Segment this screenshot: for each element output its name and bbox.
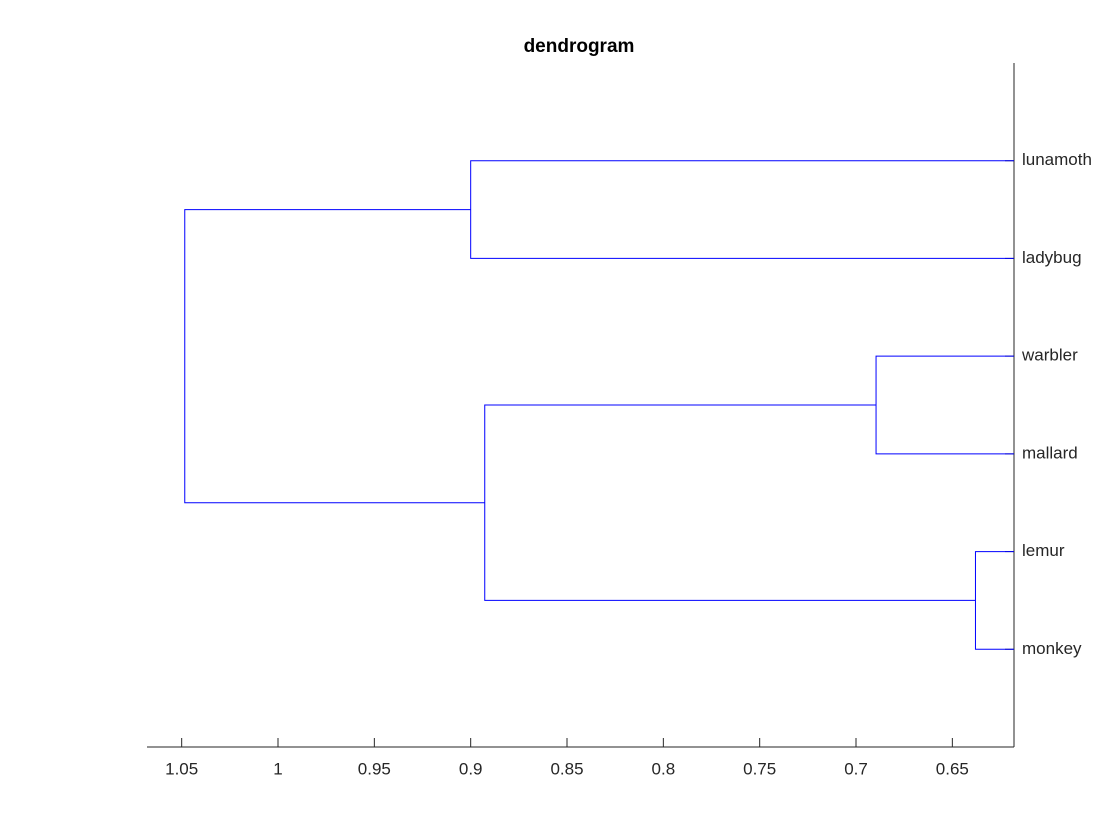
link	[184, 209, 485, 504]
link	[974, 551, 1014, 650]
leaf-label: monkey	[1022, 639, 1082, 658]
x-tick-label: 0.85	[550, 759, 583, 778]
x-tick-label: 0.7	[844, 759, 868, 778]
link	[875, 355, 1014, 455]
x-tick-label: 0.9	[459, 759, 483, 778]
link	[484, 404, 976, 601]
leaf-label: ladybug	[1022, 248, 1082, 267]
x-tick-label: 1	[273, 759, 282, 778]
x-tick-label: 0.65	[936, 759, 969, 778]
link	[470, 160, 1014, 259]
leaf-label: mallard	[1022, 443, 1078, 462]
chart-title: dendrogram	[524, 36, 635, 57]
leaf-label: lunamoth	[1022, 150, 1092, 169]
x-tick-label: 0.95	[358, 759, 391, 778]
x-tick-label: 1.05	[165, 759, 198, 778]
leaf-label: warbler	[1021, 346, 1078, 365]
leaf-label: lemur	[1022, 541, 1065, 560]
x-tick-label: 0.8	[652, 759, 676, 778]
x-tick-label: 0.75	[743, 759, 776, 778]
